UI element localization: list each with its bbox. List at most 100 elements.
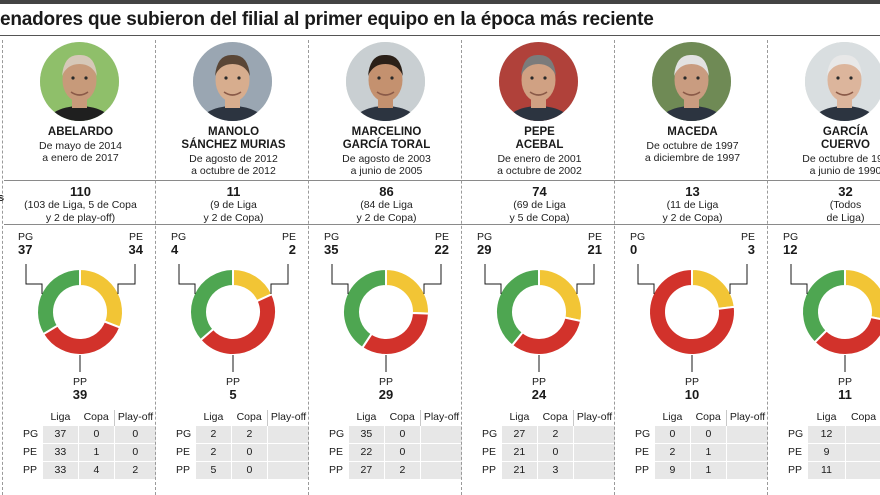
- column-separator: [614, 40, 615, 495]
- donut-slice-pg: [342, 267, 387, 350]
- label-pp: PP: [379, 376, 393, 388]
- donut-slice-pp: [510, 316, 583, 356]
- table-row: PG 35 0: [324, 424, 464, 444]
- value-pp: 29: [379, 387, 393, 402]
- value-pp: 11: [838, 387, 852, 402]
- table-cell: 2: [384, 460, 421, 480]
- divider-rule: [157, 224, 310, 225]
- table-cell: 0: [231, 442, 268, 462]
- label-pe: PE: [282, 231, 296, 243]
- table-cell: [419, 442, 464, 462]
- leader-lines: [178, 264, 289, 372]
- label-pg: PG: [477, 231, 492, 243]
- column-separator: [461, 40, 462, 495]
- coach-column: MARCELINO GARCÍA TORAL De agosto de 2003 …: [310, 36, 464, 495]
- coach-photo: [499, 42, 578, 121]
- table-header: Liga: [816, 411, 837, 424]
- value-pe: 34: [129, 242, 144, 257]
- table-cell: 1: [78, 442, 115, 462]
- coach-dates: De octubre de 1997 a diciembre de 1997: [644, 140, 741, 164]
- table-cell: [572, 442, 617, 462]
- coach-dates: De agosto de 2012 a octubre de 2012: [189, 153, 278, 177]
- leader-lines: [25, 264, 136, 372]
- table-header: Copa: [236, 411, 262, 424]
- coach-photo: [805, 42, 880, 121]
- donut-slice-pe: [385, 267, 430, 315]
- coach-dates: De mayo de 2014 a enero de 2017: [39, 140, 122, 164]
- results-table: Liga Copa Play-off PG 0 0 PE 2 1 PP 9 1: [630, 410, 770, 480]
- table-cell: 2: [194, 424, 233, 444]
- table-cell: [419, 460, 464, 480]
- coach-photo: [40, 42, 119, 121]
- table-header: Copa: [542, 411, 568, 424]
- leader-lines: [331, 264, 442, 372]
- coach-photo: [652, 42, 731, 121]
- results-table: Liga Copa Play-off PG 2 2 PE 2 0 PP 5 0: [171, 410, 311, 480]
- table-row: PP 27 2: [324, 460, 464, 480]
- table-cell: 5: [194, 460, 233, 480]
- coach-photo: [346, 42, 425, 121]
- table-header: Play-off: [419, 410, 463, 425]
- table-cell: [845, 442, 880, 462]
- row-label: PP: [18, 460, 43, 480]
- table-cell: 0: [113, 424, 158, 444]
- donut-slice-pe: [538, 267, 583, 323]
- coach-name: MANOLO SÁNCHEZ MURIAS: [181, 126, 286, 151]
- table-cell: 0: [690, 424, 727, 444]
- value-pg: 0: [630, 242, 637, 257]
- value-pe: 21: [588, 242, 602, 257]
- total-matches: 32: [838, 184, 853, 199]
- table-header: Play-off: [266, 410, 310, 425]
- table-row: PP 9 1: [630, 460, 770, 480]
- table-corner: [19, 410, 43, 425]
- label-pg: PG: [324, 231, 339, 243]
- table-cell: 0: [113, 442, 158, 462]
- table-cell: [266, 424, 311, 444]
- coach-photo: [193, 42, 272, 121]
- table-cell: [845, 460, 880, 480]
- table-cell: 2: [231, 424, 268, 444]
- leader-lines: [790, 264, 846, 372]
- label-pe: PE: [435, 231, 449, 243]
- table-cell: 4: [78, 460, 115, 480]
- label-pe: PE: [588, 231, 602, 243]
- table-cell: 0: [231, 460, 268, 480]
- table-cell: 9: [807, 442, 846, 462]
- total-matches: 13: [685, 184, 700, 199]
- table-cell: [572, 460, 617, 480]
- leader-lines: [484, 264, 595, 372]
- table-row: PE 22 0: [324, 442, 464, 462]
- divider-rule: [4, 224, 157, 225]
- coach-column: MANOLO SÁNCHEZ MURIAS De agosto de 2012 a…: [157, 36, 311, 495]
- value-pe: 22: [435, 242, 449, 257]
- table-cell: 33: [41, 460, 80, 480]
- coach-dates: De enero de 2001 a octubre de 2002: [497, 153, 582, 177]
- row-label: PP: [783, 460, 808, 480]
- table-cell: [725, 442, 770, 462]
- table-header: Copa: [695, 411, 721, 424]
- value-pg: 29: [477, 242, 491, 257]
- divider-rule: [4, 180, 157, 181]
- column-separator: [2, 40, 3, 495]
- table-row: PP 21 3: [477, 460, 617, 480]
- results-table: Liga Copa Play-off PG 35 0 PE 22 0 PP 27 2: [324, 410, 464, 480]
- row-label: PG: [477, 424, 502, 444]
- table-cell: 21: [500, 442, 539, 462]
- table-corner: [325, 410, 349, 425]
- table-row: PP 5 0: [171, 460, 311, 480]
- donut-slice-pp: [648, 267, 736, 356]
- table-row: PE 2 1: [630, 442, 770, 462]
- row-label: PE: [171, 442, 196, 462]
- divider-rule: [769, 224, 880, 225]
- divider-rule: [310, 224, 463, 225]
- label-pp: PP: [226, 376, 240, 388]
- label-pp: PP: [532, 376, 546, 388]
- matches-breakdown: (84 de Liga y 2 de Copa): [356, 199, 417, 224]
- table-cell: 1: [690, 442, 727, 462]
- coach-column: MACEDA De octubre de 1997 a diciembre de …: [616, 36, 770, 495]
- row-label: PG: [171, 424, 196, 444]
- table-row: PE 2 0: [171, 442, 311, 462]
- donut-slice-pg: [189, 267, 234, 342]
